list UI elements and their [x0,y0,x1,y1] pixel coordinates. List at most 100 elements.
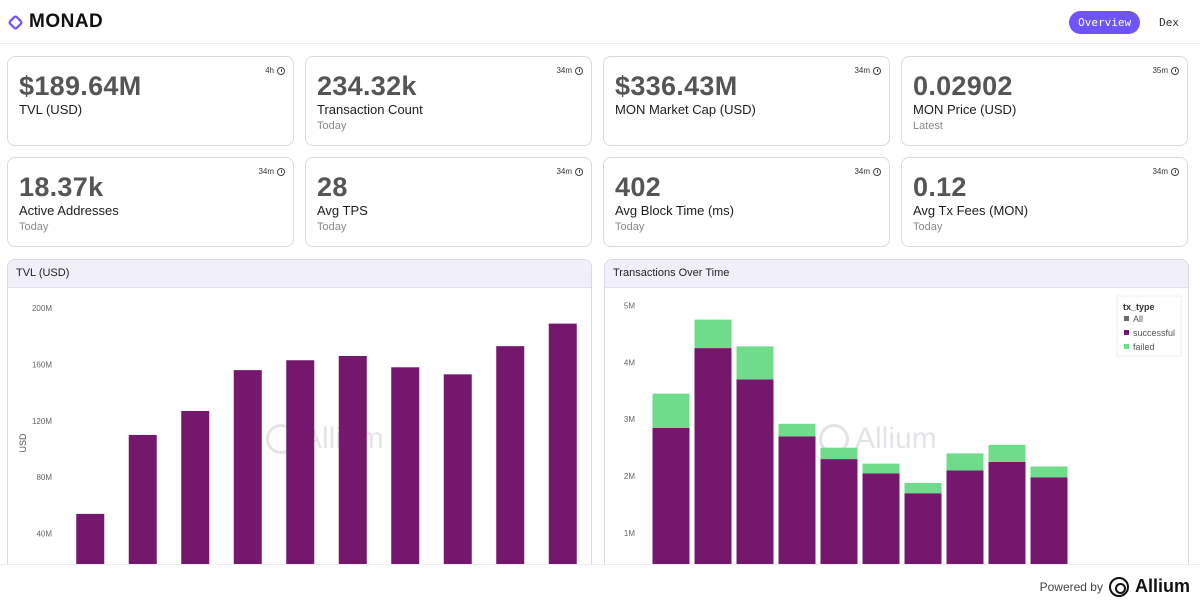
metric-sublabel: Today [913,221,943,233]
clock-icon [873,167,881,176]
failed-bar[interactable] [778,423,816,437]
failed-bar[interactable] [946,453,984,471]
y-tick-label: 200M [32,304,52,313]
tab-dex[interactable]: Dex [1159,16,1179,29]
y-tick-label: 5M [624,301,635,310]
metric-label: Avg Tx Fees (MON) [913,203,1029,218]
clock-icon [873,66,881,75]
tvl-bar[interactable] [338,356,367,589]
metric-card: 34m 18.37k Active Addresses Today [7,157,294,247]
refresh-badge-text: 35m [1152,66,1168,75]
powered-by[interactable]: Powered by Allium [1040,576,1190,597]
powered-by-label: Powered by [1039,579,1103,594]
metric-card: 4h $189.64M TVL (USD) [7,56,294,146]
failed-bar[interactable] [904,482,942,494]
metric-value: 18.37k [19,172,104,202]
failed-bar[interactable] [1030,466,1068,478]
refresh-badge-text: 34m [854,167,870,176]
failed-bar[interactable] [694,319,732,349]
refresh-badge-text: 34m [258,167,274,176]
legend-entry[interactable]: All [1133,314,1143,324]
monad-logo[interactable]: MONAD [8,11,103,33]
y-tick-label: 1M [624,529,635,538]
metric-value: 28 [317,172,348,202]
nav-tabs: Overview Dex [1069,11,1188,34]
y-tick-label: 160M [32,360,52,369]
refresh-badge-text: 34m [1152,167,1168,176]
metric-sublabel: Today [615,221,645,233]
legend-entry[interactable]: failed [1133,342,1155,352]
successful-bar[interactable] [652,427,690,589]
clock-icon [277,167,285,176]
failed-bar[interactable] [988,444,1026,462]
tvl-bar[interactable] [496,346,525,589]
refresh-badge-text: 34m [556,66,572,75]
tvl-bar[interactable] [548,323,577,589]
metric-label: Transaction Count [317,102,423,117]
metric-card: 34m 0.12 Avg Tx Fees (MON) Today [901,157,1188,247]
metric-value: $189.64M [19,71,142,101]
clock-icon [575,66,583,75]
footer: Powered by Allium [0,564,1200,607]
transactions-panel-title: Transactions Over Time [605,260,1188,288]
monad-logo-icon [8,15,23,29]
y-axis-label: USD [18,433,28,453]
legend-entry[interactable]: successful [1133,328,1175,338]
metric-value: 0.02902 [913,71,1013,101]
y-tick-label: 3M [624,415,635,424]
metric-value: $336.43M [615,71,738,101]
refresh-badge: 34m [556,66,583,75]
y-tick-label: 120M [32,417,52,426]
tvl-bar[interactable] [181,410,210,589]
successful-bar[interactable] [736,379,774,589]
refresh-badge: 34m [258,167,285,176]
refresh-badge: 34m [556,167,583,176]
metric-label: MON Price (USD) [913,102,1017,117]
refresh-badge: 34m [1152,167,1179,176]
refresh-badge: 34m [854,66,881,75]
legend-title: tx_type [1123,302,1155,312]
y-tick-label: 40M [36,530,52,539]
metric-sublabel: Today [317,221,347,233]
tvl-bar[interactable] [233,370,262,589]
transactions-panel: Transactions Over Time Allium 1M 2M 3M 4M 5M… [604,259,1189,589]
refresh-badge: 35m [1152,66,1179,75]
successful-bar[interactable] [694,348,732,589]
metric-label: Avg TPS [317,203,368,218]
metric-card: 34m $336.43M MON Market Cap (USD) [603,56,890,146]
tvl-bar[interactable] [286,360,315,589]
allium-logo-icon [1108,576,1129,597]
tvl-bar[interactable] [128,434,157,589]
metric-label: Avg Block Time (ms) [615,203,734,218]
chart-legend: tx_type All successful failed [1116,295,1182,357]
metric-card: 35m 0.02902 MON Price (USD) Latest [901,56,1188,146]
failed-bar[interactable] [862,463,900,474]
refresh-badge: 4h [265,66,285,75]
metric-card: 34m 402 Avg Block Time (ms) Today [603,157,890,247]
tvl-bar[interactable] [391,367,420,589]
tvl-bar[interactable] [443,374,472,589]
allium-watermark-text: Allium [855,422,937,455]
refresh-badge: 34m [854,167,881,176]
metric-sublabel: Today [19,221,49,233]
top-bar: MONAD Overview Dex [0,0,1200,44]
tab-overview[interactable]: Overview [1069,11,1141,34]
metric-card: 34m 28 Avg TPS Today [305,157,592,247]
transactions-chart: 1M 2M 3M 4M 5M tx_type All successful failed [624,295,1182,589]
successful-bar[interactable] [778,436,816,589]
y-tick-label: 80M [36,473,52,482]
allium-brand-text: Allium [1134,576,1190,596]
metric-label: Active Addresses [19,203,119,218]
failed-bar[interactable] [652,393,690,428]
failed-bar[interactable] [820,447,858,460]
tvl-panel-title: TVL (USD) [8,260,591,288]
failed-bar[interactable] [736,346,774,380]
legend-swatch [1124,330,1129,335]
metric-label: TVL (USD) [19,102,83,117]
metric-sublabel: Today [317,120,347,132]
y-tick-label: 2M [624,472,635,481]
refresh-badge-text: 34m [854,66,870,75]
clock-icon [575,167,583,176]
refresh-badge-text: 34m [556,167,572,176]
